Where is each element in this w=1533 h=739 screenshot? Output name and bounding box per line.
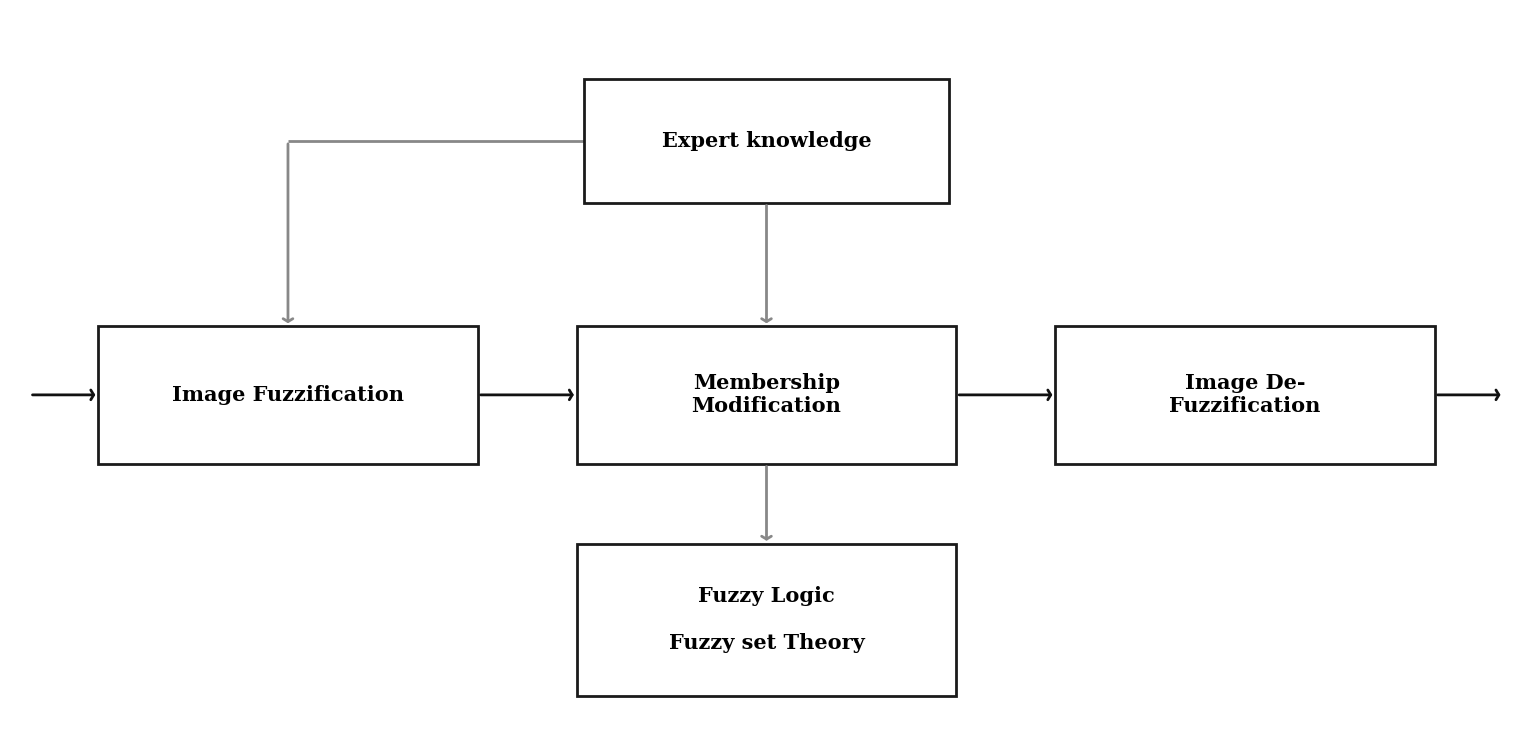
- FancyBboxPatch shape: [576, 326, 957, 464]
- FancyBboxPatch shape: [576, 543, 957, 696]
- Text: Image De-
Fuzzification: Image De- Fuzzification: [1170, 373, 1321, 417]
- Text: Membership
Modification: Membership Modification: [691, 373, 842, 417]
- Text: Expert knowledge: Expert knowledge: [662, 131, 871, 151]
- Text: Image Fuzzification: Image Fuzzification: [172, 385, 405, 405]
- FancyBboxPatch shape: [1055, 326, 1435, 464]
- Text: Fuzzy Logic

Fuzzy set Theory: Fuzzy Logic Fuzzy set Theory: [668, 587, 865, 653]
- FancyBboxPatch shape: [98, 326, 478, 464]
- FancyBboxPatch shape: [584, 80, 949, 202]
